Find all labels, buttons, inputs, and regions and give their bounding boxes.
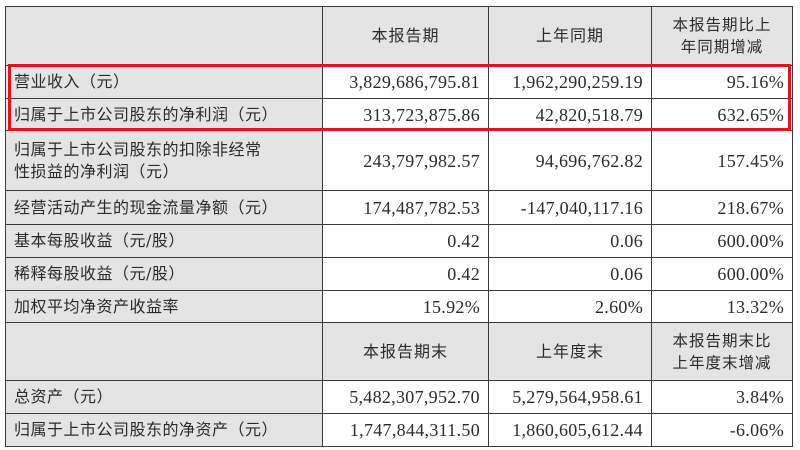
current-value: 0.42 <box>322 224 489 258</box>
prior-value: 0.06 <box>488 224 652 258</box>
table-row-revenue: 营业收入（元） 3,829,686,795.81 1,962,290,259.1… <box>5 65 793 99</box>
change-value: 632.65% <box>651 98 793 131</box>
header-yoy-change-line1: 本报告期比上 <box>672 16 772 34</box>
current-value: 5,482,307,952.70 <box>322 380 489 414</box>
prior-value: 0.06 <box>488 257 652 291</box>
change-value: 95.16% <box>651 65 793 99</box>
current-value: 313,723,875.86 <box>322 98 489 131</box>
row-label-line2: 性损益的净利润（元） <box>14 161 180 181</box>
header-period-end-change-line1: 本报告期末比 <box>672 331 772 350</box>
table-row-net-assets: 归属于上市公司股东的净资产（元） 1,747,844,311.50 1,860,… <box>5 413 793 447</box>
table-row-basic-eps: 基本每股收益（元/股） 0.42 0.06 600.00% <box>5 224 793 258</box>
header-prior-year-end: 上年度末 <box>488 322 652 381</box>
prior-value: 2.60% <box>488 290 652 323</box>
prior-value: 5,279,564,958.61 <box>488 380 652 414</box>
header-period-end-change-line2: 上年度末增减 <box>672 353 772 372</box>
table-row-operating-cash-flow: 经营活动产生的现金流量净额（元） 174,487,782.53 -147,040… <box>5 190 793 225</box>
change-value: 157.45% <box>651 130 793 191</box>
row-label: 基本每股收益（元/股） <box>5 224 323 258</box>
row-label-line1: 归属于上市公司股东的扣除非经常 <box>14 139 262 159</box>
change-value: 13.32% <box>651 290 793 323</box>
header-blank-cell <box>5 322 323 381</box>
table-row-total-assets: 总资产（元） 5,482,307,952.70 5,279,564,958.61… <box>5 380 793 414</box>
change-value: 218.67% <box>651 190 793 225</box>
header-blank-cell <box>5 6 323 66</box>
row-label: 稀释每股收益（元/股） <box>5 257 323 291</box>
table-row-net-profit-deducted: 归属于上市公司股东的扣除非经常 性损益的净利润（元） 243,797,982.5… <box>5 130 793 191</box>
row-label: 总资产（元） <box>5 380 323 414</box>
header-current-period: 本报告期 <box>322 6 489 66</box>
header-yoy-change-line2: 年同期增减 <box>680 38 764 56</box>
row-label: 归属于上市公司股东的净资产（元） <box>5 413 323 447</box>
table-row-weighted-roe: 加权平均净资产收益率 15.92% 2.60% 13.32% <box>5 290 793 323</box>
change-value: -6.06% <box>651 413 793 447</box>
prior-value: 42,820,518.79 <box>488 98 652 131</box>
header-prior-period: 上年同期 <box>488 6 652 66</box>
current-value: 0.42 <box>322 257 489 291</box>
current-value: 15.92% <box>322 290 489 323</box>
current-value: 174,487,782.53 <box>322 190 489 225</box>
row-label: 加权平均净资产收益率 <box>5 290 323 323</box>
header-current-period-end: 本报告期末 <box>322 322 489 381</box>
row-label: 归属于上市公司股东的扣除非经常 性损益的净利润（元） <box>5 130 323 191</box>
period-end-header-row: 本报告期末 上年度末 本报告期末比 上年度末增减 <box>5 322 793 381</box>
current-value: 243,797,982.57 <box>322 130 489 191</box>
table-row-net-profit: 归属于上市公司股东的净利润（元） 313,723,875.86 42,820,5… <box>5 98 793 131</box>
prior-value: 1,860,605,612.44 <box>488 413 652 447</box>
change-value: 600.00% <box>651 257 793 291</box>
header-period-end-change: 本报告期末比 上年度末增减 <box>651 322 793 381</box>
row-label: 经营活动产生的现金流量净额（元） <box>5 190 323 225</box>
prior-value: 94,696,762.82 <box>488 130 652 191</box>
row-label: 营业收入（元） <box>5 65 323 99</box>
table-row-diluted-eps: 稀释每股收益（元/股） 0.42 0.06 600.00% <box>5 257 793 291</box>
period-header-row: 本报告期 上年同期 本报告期比上 年同期增减 <box>5 6 793 66</box>
current-value: 3,829,686,795.81 <box>322 65 489 99</box>
change-value: 600.00% <box>651 224 793 258</box>
row-label: 归属于上市公司股东的净利润（元） <box>5 98 323 131</box>
prior-value: -147,040,117.16 <box>488 190 652 225</box>
prior-value: 1,962,290,259.19 <box>488 65 652 99</box>
financial-summary-table: 本报告期 上年同期 本报告期比上 年同期增减 营业收入（元） 3,829,686… <box>5 6 793 447</box>
change-value: 3.84% <box>651 380 793 414</box>
current-value: 1,747,844,311.50 <box>322 413 489 447</box>
header-yoy-change: 本报告期比上 年同期增减 <box>651 6 793 66</box>
